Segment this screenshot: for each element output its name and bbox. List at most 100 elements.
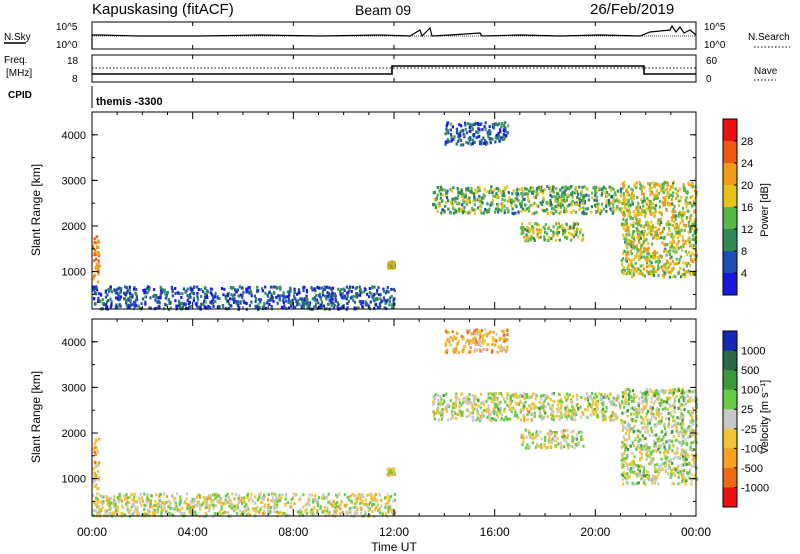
heatmap-cell [211,287,214,291]
heatmap-cell [639,415,643,419]
heatmap-cell [118,500,121,504]
heatmap-cell [132,498,135,502]
heatmap-cell [435,196,438,200]
heatmap-cell [179,508,182,512]
heatmap-cell [441,408,444,411]
heatmap-cell [368,507,371,511]
heatmap-cell [650,225,653,229]
heatmap-cell [469,346,472,349]
heatmap-cell [92,285,95,289]
heatmap-cell [564,395,567,399]
heatmap-cell [556,403,559,407]
heatmap-cell [468,393,471,396]
heatmap-cell [436,408,439,412]
heatmap-cell [629,406,632,410]
heatmap-cell [647,270,650,274]
heatmap-cell [153,504,156,507]
heatmap-cell [660,457,663,461]
heatmap-cell [266,301,269,305]
heatmap-cell [92,509,95,512]
heatmap-cell [539,235,542,239]
heatmap-cell [575,190,578,194]
heatmap-cell [685,215,689,219]
heatmap-cell [652,251,655,255]
heatmap-cell [261,287,264,291]
heatmap-cell [654,389,657,393]
heatmap-cell [446,418,450,422]
heatmap-cell [533,201,536,205]
heatmap-cell [568,393,571,397]
heatmap-cell [602,395,605,399]
heatmap-cell [571,440,575,444]
heatmap-cell [149,502,152,506]
heatmap-cell [118,494,121,498]
heatmap-cell [549,398,553,402]
heatmap-cell [602,186,605,190]
heatmap-cell [668,263,671,267]
heatmap-cell [445,330,448,334]
heatmap-cell [613,402,616,406]
heatmap-cell [465,140,468,144]
heatmap-cell [496,403,499,407]
heatmap-cell [544,223,547,227]
heatmap-cell [544,411,547,415]
heatmap-cell [689,243,693,247]
heatmap-cell [332,500,335,504]
heatmap-cell [127,297,130,301]
heatmap-cell [689,215,692,219]
heatmap-cell [637,206,640,210]
heatmap-cell [352,298,355,302]
heatmap-cell [278,294,281,298]
heatmap-cell [631,451,634,455]
heatmap-cell [249,289,252,292]
heatmap-cell [364,498,367,502]
heatmap-cell [482,196,485,200]
heatmap-cell [652,479,655,483]
heatmap-cell [629,444,632,448]
heatmap-cell [644,239,647,243]
heatmap-cell [355,501,358,505]
heatmap-cell [392,471,395,475]
heatmap-cell [659,232,662,235]
heatmap-cell [552,439,555,443]
heatmap-cell [628,435,631,439]
heatmap-cell [685,205,688,209]
heatmap-cell [216,495,219,498]
heatmap-cell [207,496,210,500]
heatmap-cell [549,445,552,449]
heatmap-cell [149,505,152,509]
heatmap-cell [672,482,676,486]
heatmap-cell [371,503,374,507]
heatmap-cell [503,198,506,202]
heatmap-cell [467,188,470,192]
heatmap-cell [107,287,110,291]
heatmap-cell [634,419,637,423]
heatmap-cell [552,185,555,189]
heatmap-cell [657,447,660,451]
heatmap-cell [551,439,554,443]
heatmap-cell [261,289,264,293]
heatmap-cell [236,503,239,506]
heatmap-cell [523,414,526,418]
heatmap-cell [624,448,627,452]
heatmap-cell [621,202,624,206]
heatmap-cell [565,186,568,190]
heatmap-cell [469,209,472,213]
heatmap-cell [555,187,558,191]
heatmap-cell [388,507,392,511]
heatmap-cell [289,289,292,293]
heatmap-cell [202,302,205,306]
heatmap-cell [662,228,665,232]
heatmap-cell [671,184,674,188]
heatmap-cell [443,188,446,192]
heatmap-cell [663,243,666,247]
heatmap-cell [527,230,530,234]
heatmap-cell [301,300,304,303]
heatmap-cell [339,291,342,295]
heatmap-cell [685,441,688,445]
heatmap-cell [119,295,123,299]
heatmap-cell [344,296,347,300]
heatmap-cell [526,418,529,422]
heatmap-cell [654,441,657,445]
heatmap-cell [457,209,460,213]
